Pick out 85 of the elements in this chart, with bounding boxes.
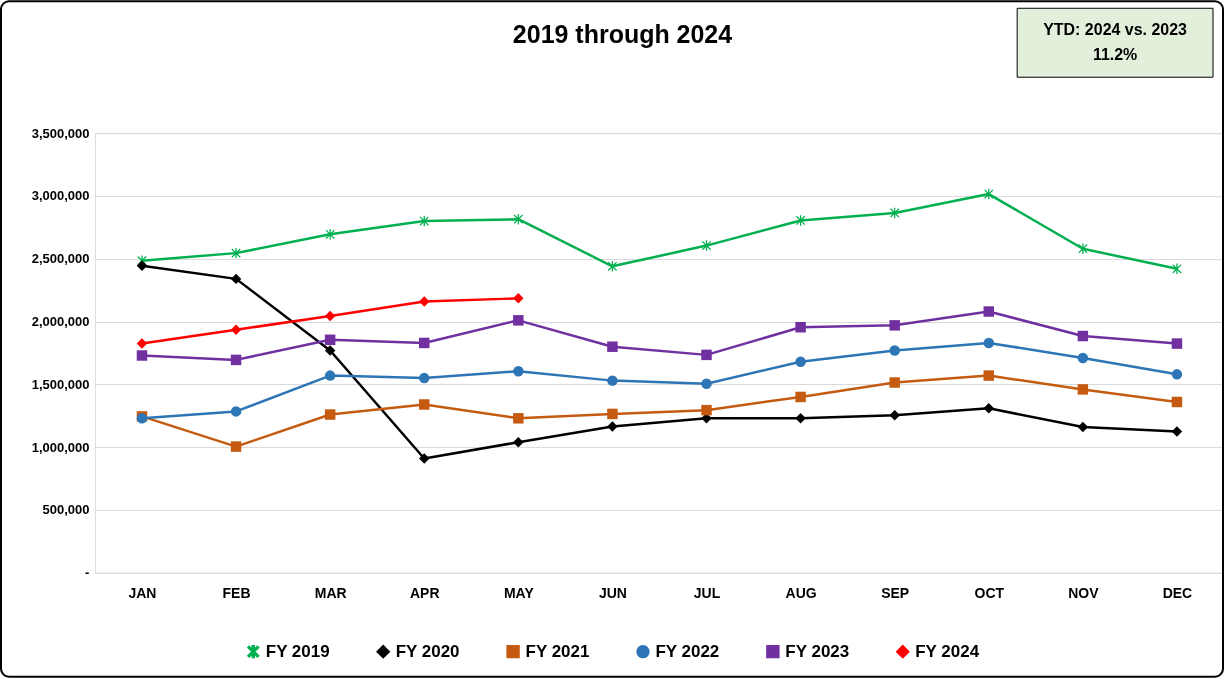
point <box>607 375 618 386</box>
y-tick-label: 1,500,000 <box>31 376 90 392</box>
point <box>890 207 900 219</box>
point <box>230 441 242 452</box>
point <box>701 378 712 389</box>
x-tick-label: DEC <box>1162 585 1193 602</box>
point <box>419 296 430 307</box>
text: YTD: 2024 vs. 2023 <box>1043 21 1188 39</box>
point <box>889 409 900 421</box>
point <box>136 260 148 271</box>
x-tick-label: OCT <box>974 585 1005 602</box>
point <box>324 370 336 381</box>
x-tick-label: JAN <box>128 585 157 602</box>
point <box>1078 243 1088 254</box>
point <box>1171 369 1183 380</box>
point <box>419 453 430 464</box>
point <box>795 356 806 368</box>
point <box>419 372 430 384</box>
y-tick-label: 2,500,000 <box>31 251 90 267</box>
legend-label: FY 2020 <box>395 641 460 661</box>
point <box>1171 396 1183 408</box>
point <box>889 377 900 388</box>
point <box>324 345 336 356</box>
x-tick-label: NOV <box>1068 585 1100 602</box>
x-tick-label: SEP <box>881 585 910 602</box>
point <box>230 406 242 417</box>
chart-title: 2019 through 2024 <box>512 20 733 49</box>
point <box>607 341 618 352</box>
point <box>701 349 712 361</box>
point <box>795 322 806 333</box>
point <box>701 404 712 416</box>
x-tick-label: JUN <box>598 585 627 602</box>
point <box>325 229 335 240</box>
y-tick-label: - <box>85 565 90 581</box>
point <box>136 338 148 349</box>
point <box>1171 426 1183 437</box>
legend-label: FY 2021 <box>525 641 590 661</box>
x-tick-label: JUL <box>693 585 721 602</box>
point <box>983 403 995 414</box>
point <box>324 310 336 322</box>
x-tick-label: APR <box>409 585 440 602</box>
y-tick-label: 1,000,000 <box>31 439 90 455</box>
point <box>889 345 900 356</box>
point <box>513 436 524 448</box>
y-tick-label: 3,000,000 <box>31 188 90 204</box>
x-tick-label: MAR <box>314 585 347 602</box>
point <box>795 391 806 403</box>
point <box>983 370 995 381</box>
x-tick-label: AUG <box>785 585 817 602</box>
point <box>1172 263 1182 275</box>
point <box>513 293 524 304</box>
point <box>889 320 900 331</box>
point <box>419 215 429 227</box>
point <box>513 413 524 424</box>
point <box>1077 352 1089 364</box>
x-tick-label: MAY <box>503 585 535 602</box>
legend-label: FY 2023 <box>785 641 850 661</box>
y-tick-label: 500,000 <box>42 502 90 518</box>
legend-label: FY 2019 <box>265 641 330 661</box>
point <box>231 247 241 259</box>
point <box>795 413 806 424</box>
point <box>513 365 524 377</box>
point <box>324 334 336 346</box>
x-tick-label: FEB <box>222 585 251 602</box>
point <box>607 421 618 432</box>
point <box>230 324 242 335</box>
point <box>419 399 430 410</box>
point <box>1077 330 1089 342</box>
point <box>984 188 994 200</box>
y-tick-label: 2,000,000 <box>31 314 90 330</box>
text: 11.2% <box>1092 46 1138 64</box>
legend-label: FY 2022 <box>655 641 720 661</box>
point <box>983 306 995 317</box>
point <box>513 315 524 326</box>
point <box>1171 338 1183 349</box>
point <box>419 337 430 349</box>
point <box>136 350 148 361</box>
point <box>324 409 336 420</box>
y-tick-label: 3,500,000 <box>31 125 90 141</box>
point <box>230 354 242 366</box>
point <box>607 408 618 420</box>
point <box>230 273 242 285</box>
legend-label: FY 2024 <box>915 641 980 661</box>
point <box>1077 384 1089 395</box>
point <box>983 337 995 349</box>
